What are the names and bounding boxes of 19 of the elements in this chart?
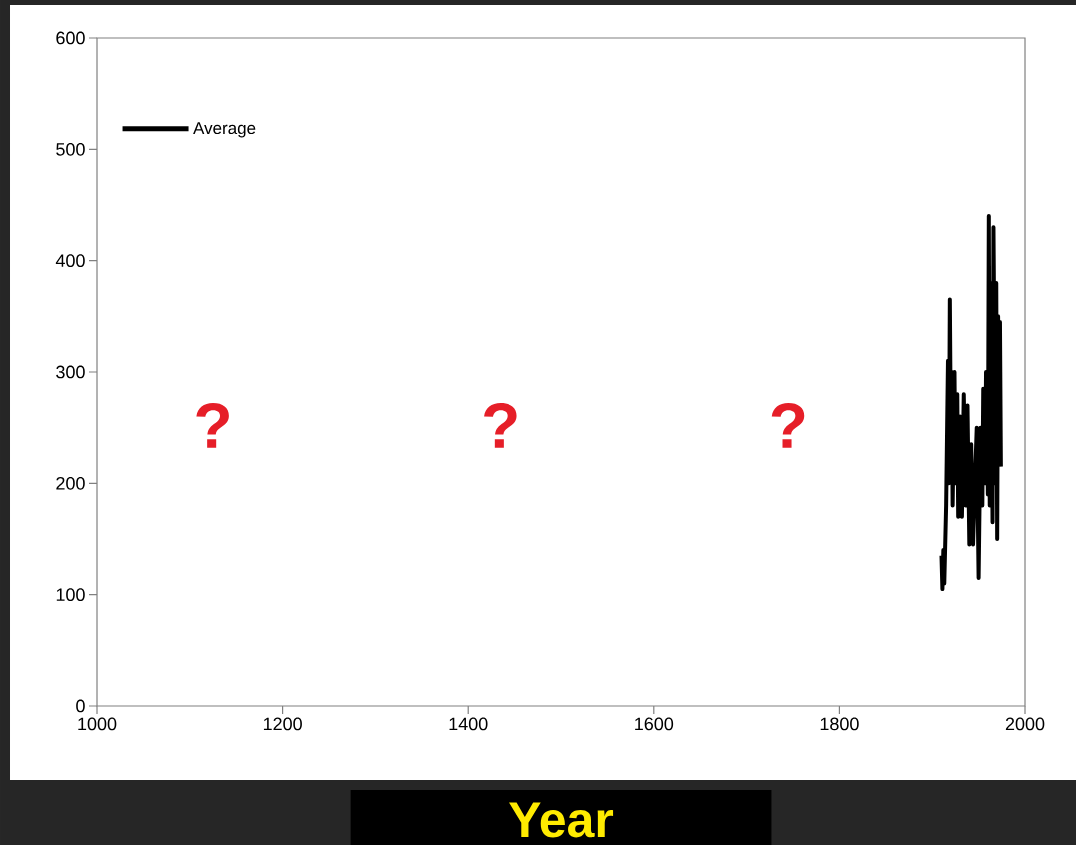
x-tick-label: 1400 (449, 717, 488, 731)
y-tick-label: 0 (76, 699, 85, 713)
x-tick-label: 2000 (1005, 717, 1045, 731)
y-tick-label: 200 (56, 476, 85, 490)
annotation: ? (196, 403, 229, 448)
x-tick-label: 1800 (820, 717, 859, 731)
y-tick-label: 300 (56, 365, 85, 379)
y-tick-label: 500 (56, 142, 85, 156)
y-tick-label: 100 (56, 588, 85, 602)
x-axis-title: Year (509, 802, 614, 838)
x-tick-label: 1000 (78, 717, 117, 731)
y-tick-label: 400 (55, 254, 85, 268)
annotation: ? (484, 403, 517, 448)
x-tick-label: 1600 (635, 717, 674, 731)
annotation: ? (771, 403, 805, 448)
legend-label: Average (193, 122, 256, 138)
y-tick-label: 600 (56, 31, 85, 45)
line-series (939, 214, 1003, 592)
x-tick-label: 1200 (263, 717, 302, 731)
